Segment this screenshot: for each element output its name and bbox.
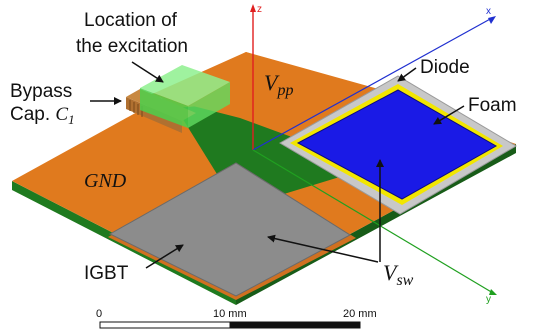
foam-arrow bbox=[433, 105, 465, 125]
bypass-label-line1: Bypass bbox=[10, 81, 73, 102]
scale-bar-white bbox=[99, 321, 231, 329]
bypass-cap-text: Cap. bbox=[10, 104, 51, 125]
excitation-box-front bbox=[140, 88, 188, 128]
vpp-main: V bbox=[264, 70, 278, 95]
foam-block bbox=[296, 89, 498, 200]
x-axis-label: x bbox=[486, 6, 491, 17]
gnd-label: GND bbox=[84, 170, 127, 192]
igbt-arrow bbox=[145, 244, 184, 269]
scale-bar-black bbox=[229, 321, 361, 329]
x-axis-arrowhead bbox=[488, 16, 496, 24]
bypass-cap-symbol: C bbox=[55, 104, 69, 125]
diode-arrow bbox=[397, 67, 417, 82]
scale-tick-0: 0 bbox=[96, 308, 103, 320]
y-axis bbox=[252, 149, 494, 294]
igbt-pad bbox=[108, 162, 351, 297]
capacitor-stripes bbox=[129, 100, 143, 117]
igbt-label: IGBT bbox=[84, 263, 129, 284]
z-axis-label: z bbox=[257, 4, 262, 15]
excitation-arrow bbox=[131, 61, 164, 83]
vsw-main: V bbox=[383, 260, 397, 285]
vsw-label: Vsw bbox=[383, 262, 413, 292]
bypass-cap-subscript: 1 bbox=[68, 112, 75, 127]
vsw-subscript: sw bbox=[396, 272, 414, 289]
foam-label: Foam bbox=[468, 95, 517, 116]
vsw-arrow-left bbox=[267, 234, 379, 263]
diode-label: Diode bbox=[420, 57, 470, 78]
scale-tick-20: 20 mm bbox=[343, 308, 377, 320]
bypass-label-line2: Cap. C1 bbox=[10, 104, 75, 131]
y-axis-arrowhead bbox=[489, 289, 497, 295]
x-axis bbox=[252, 17, 493, 151]
scale-tick-10: 10 mm bbox=[213, 308, 247, 320]
y-axis-label: y bbox=[486, 294, 491, 305]
z-axis-arrowhead bbox=[250, 4, 256, 12]
excitation-box-side bbox=[188, 82, 230, 128]
vpp-subscript: pp bbox=[277, 82, 294, 99]
excitation-label-line2: the excitation bbox=[76, 36, 188, 57]
vpp-label: Vpp bbox=[264, 72, 293, 102]
excitation-box-top bbox=[140, 65, 230, 106]
green-gap bbox=[176, 101, 356, 208]
excitation-label-line1: Location of bbox=[84, 10, 177, 31]
